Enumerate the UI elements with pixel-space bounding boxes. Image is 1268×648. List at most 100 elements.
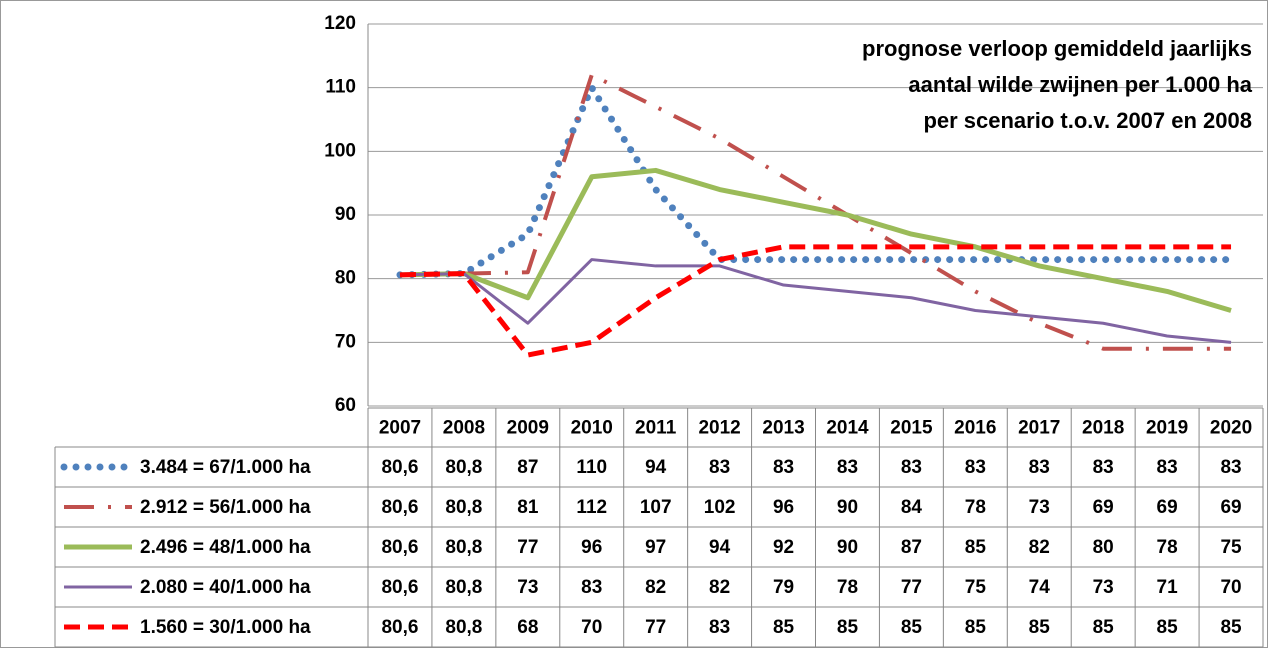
table-value: 83 bbox=[709, 617, 730, 638]
x-tick-label: 2017 bbox=[1018, 418, 1060, 439]
table-value: 75 bbox=[965, 577, 987, 598]
table-value: 70 bbox=[581, 617, 602, 638]
table-value: 85 bbox=[1157, 617, 1179, 638]
table-value: 83 bbox=[965, 457, 986, 478]
table-value: 74 bbox=[1029, 577, 1051, 598]
table-value: 80 bbox=[1093, 537, 1114, 558]
table-value: 78 bbox=[837, 577, 858, 598]
series-line bbox=[399, 258, 1232, 344]
table-value: 80,6 bbox=[381, 457, 418, 478]
y-tick-label: 110 bbox=[325, 77, 356, 98]
table-value: 85 bbox=[965, 617, 987, 638]
table-value: 83 bbox=[773, 457, 794, 478]
chart-title: prognose verloop gemiddeld jaarlijks bbox=[862, 36, 1252, 61]
table-value: 83 bbox=[1220, 457, 1241, 478]
series-line bbox=[399, 167, 1232, 313]
table-value: 83 bbox=[837, 457, 858, 478]
table-value: 83 bbox=[1093, 457, 1114, 478]
table-value: 96 bbox=[773, 497, 794, 518]
x-tick-label: 2013 bbox=[762, 418, 804, 439]
table-value: 77 bbox=[901, 577, 922, 598]
table-value: 90 bbox=[837, 497, 858, 518]
table-value: 77 bbox=[517, 537, 538, 558]
table-value: 83 bbox=[901, 457, 922, 478]
x-tick-label: 2011 bbox=[635, 418, 677, 439]
table-value: 83 bbox=[1157, 457, 1178, 478]
y-tick-label: 80 bbox=[335, 268, 356, 289]
table-value: 96 bbox=[581, 537, 602, 558]
table-value: 71 bbox=[1157, 577, 1179, 598]
x-tick-label: 2015 bbox=[890, 418, 933, 439]
x-tick-label: 2018 bbox=[1082, 418, 1124, 439]
table-value: 92 bbox=[773, 537, 794, 558]
table-value: 85 bbox=[965, 537, 987, 558]
table-value: 80,8 bbox=[445, 537, 482, 558]
table-value: 82 bbox=[1029, 537, 1050, 558]
table-value: 84 bbox=[901, 497, 923, 518]
legend-label: 2.912 = 56/1.000 ha bbox=[140, 497, 311, 518]
table-value: 85 bbox=[1029, 617, 1051, 638]
table-value: 75 bbox=[1220, 537, 1242, 558]
x-tick-label: 2009 bbox=[507, 418, 549, 439]
table-value: 83 bbox=[581, 577, 602, 598]
y-tick-label: 70 bbox=[335, 331, 356, 352]
y-tick-label: 60 bbox=[335, 395, 356, 416]
table-value: 90 bbox=[837, 537, 858, 558]
table-value: 94 bbox=[645, 457, 667, 478]
legend-label: 1.560 = 30/1.000 ha bbox=[140, 617, 311, 638]
x-tick-label: 2020 bbox=[1210, 418, 1252, 439]
y-tick-label: 100 bbox=[324, 140, 356, 161]
legend-label: 2.496 = 48/1.000 ha bbox=[140, 537, 311, 558]
table-value: 112 bbox=[576, 497, 607, 518]
table-value: 78 bbox=[1157, 537, 1178, 558]
table-value: 69 bbox=[1093, 497, 1114, 518]
table-value: 107 bbox=[640, 497, 672, 518]
table-value: 73 bbox=[1029, 497, 1050, 518]
table-value: 68 bbox=[517, 617, 538, 638]
x-tick-label: 2019 bbox=[1146, 418, 1188, 439]
table-value: 78 bbox=[965, 497, 986, 518]
table-value: 80,6 bbox=[381, 537, 418, 558]
table-value: 77 bbox=[645, 617, 666, 638]
table-value: 69 bbox=[1157, 497, 1178, 518]
table-value: 80,8 bbox=[445, 457, 482, 478]
x-tick-label: 2016 bbox=[954, 418, 996, 439]
x-tick-label: 2010 bbox=[571, 418, 613, 439]
series-line bbox=[399, 244, 1232, 358]
series-line bbox=[396, 84, 1235, 279]
y-tick-label: 120 bbox=[324, 13, 356, 34]
table-value: 80,8 bbox=[445, 617, 482, 638]
table-value: 80,6 bbox=[381, 497, 418, 518]
y-tick-label: 90 bbox=[335, 204, 356, 225]
table-value: 70 bbox=[1220, 577, 1241, 598]
table-value: 80,8 bbox=[445, 577, 482, 598]
table-value: 81 bbox=[517, 497, 539, 518]
table-value: 94 bbox=[709, 537, 731, 558]
chart-title: aantal wilde zwijnen per 1.000 ha bbox=[908, 72, 1252, 97]
table-value: 85 bbox=[773, 617, 795, 638]
table-value: 102 bbox=[704, 497, 736, 518]
table-value: 73 bbox=[517, 577, 538, 598]
table-value: 80,6 bbox=[381, 577, 418, 598]
table-value: 82 bbox=[709, 577, 730, 598]
table-value: 85 bbox=[1093, 617, 1115, 638]
table-value: 80,8 bbox=[445, 497, 482, 518]
chart-title: per scenario t.o.v. 2007 en 2008 bbox=[923, 108, 1252, 133]
table-value: 80,6 bbox=[381, 617, 418, 638]
table-value: 83 bbox=[1029, 457, 1050, 478]
legend-label: 2.080 = 40/1.000 ha bbox=[140, 577, 311, 598]
x-tick-label: 2007 bbox=[379, 418, 421, 439]
table-value: 87 bbox=[517, 457, 538, 478]
x-tick-label: 2008 bbox=[443, 418, 485, 439]
table-value: 73 bbox=[1093, 577, 1114, 598]
table-value: 69 bbox=[1220, 497, 1241, 518]
table-value: 85 bbox=[901, 617, 923, 638]
table-value: 110 bbox=[576, 457, 607, 478]
table-value: 82 bbox=[645, 577, 666, 598]
table-value: 87 bbox=[901, 537, 922, 558]
legend-label: 3.484 = 67/1.000 ha bbox=[140, 457, 311, 478]
x-tick-label: 2014 bbox=[826, 418, 869, 439]
table-value: 83 bbox=[709, 457, 730, 478]
